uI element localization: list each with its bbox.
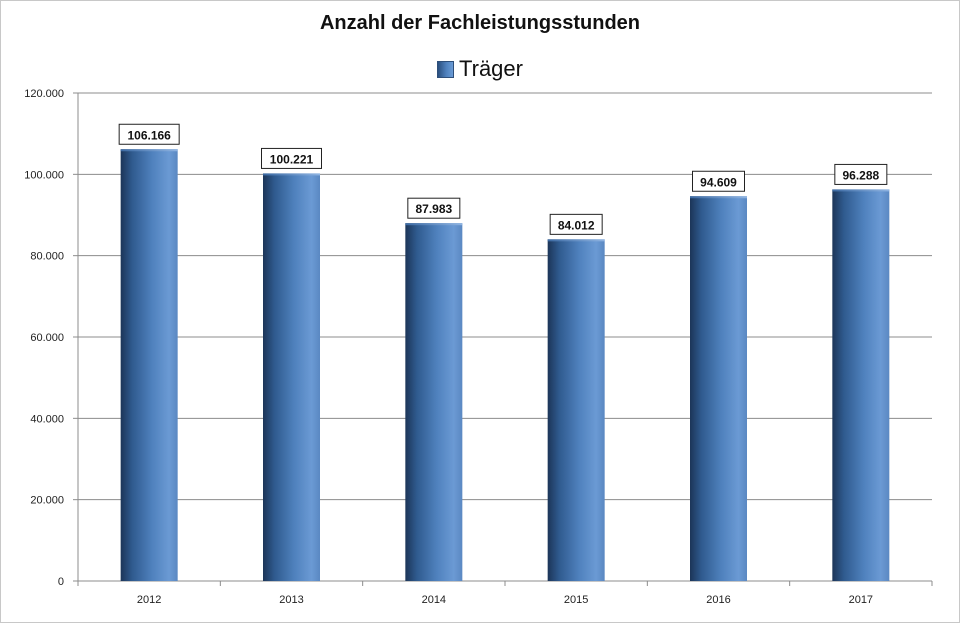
bars: [120, 149, 890, 582]
bar-top-highlight: [690, 196, 747, 199]
y-tick-label: 40.000: [30, 413, 64, 425]
data-label: 94.609: [700, 175, 737, 189]
bar-2013: [263, 173, 320, 581]
data-label-box: [549, 213, 603, 235]
data-label-box: [407, 197, 461, 219]
bar-2014: [405, 223, 463, 582]
data-label: 96.288: [842, 168, 879, 182]
y-tick-label: 20.000: [30, 495, 64, 507]
grid-lines: [78, 92, 932, 501]
data-label: 84.012: [558, 218, 595, 232]
bar-top-highlight: [547, 239, 605, 242]
axes: 0 20.000 40.000 60.000 80.000 100.000 120.000 2…: [24, 88, 933, 606]
bar-top-highlight: [832, 189, 890, 192]
legend: Träger: [0, 54, 960, 84]
legend-label: Träger: [459, 56, 523, 81]
y-tick-label: 120.000: [24, 88, 64, 100]
legend-swatch: [437, 60, 454, 78]
bar-2012: [120, 149, 178, 581]
data-label: 106.166: [127, 128, 171, 142]
bar-2015: [547, 239, 605, 581]
bar-top-highlight: [263, 173, 320, 176]
data-label-box: [692, 170, 745, 192]
bar-top-highlight: [405, 223, 463, 226]
y-tick-label: 80.000: [30, 251, 64, 263]
chart-title: Anzahl der Fachleistungsstunden: [319, 12, 641, 34]
data-label-box: [261, 147, 322, 169]
data-label-box: [834, 163, 888, 185]
x-tick-label: 2016: [706, 594, 730, 606]
data-label-box: [118, 123, 180, 145]
data-label: 100.221: [270, 152, 314, 166]
x-tick-label: 2012: [137, 594, 161, 606]
data-label: 87.983: [415, 202, 452, 216]
x-tick-label: 2013: [279, 594, 303, 606]
x-tick-label: 2015: [564, 594, 588, 606]
bar-top-highlight: [120, 149, 178, 152]
y-tick-label: 0: [58, 576, 64, 588]
y-tick-label: 60.000: [30, 332, 64, 344]
bar-2017: [832, 189, 890, 581]
x-tick-label: 2017: [849, 594, 873, 606]
bar-2016: [690, 196, 747, 582]
y-tick-label: 100.000: [24, 169, 64, 181]
data-labels: 106.166 100.221 87.983 84.012 94.609 96.288: [118, 123, 888, 235]
x-tick-label: 2014: [422, 594, 446, 606]
